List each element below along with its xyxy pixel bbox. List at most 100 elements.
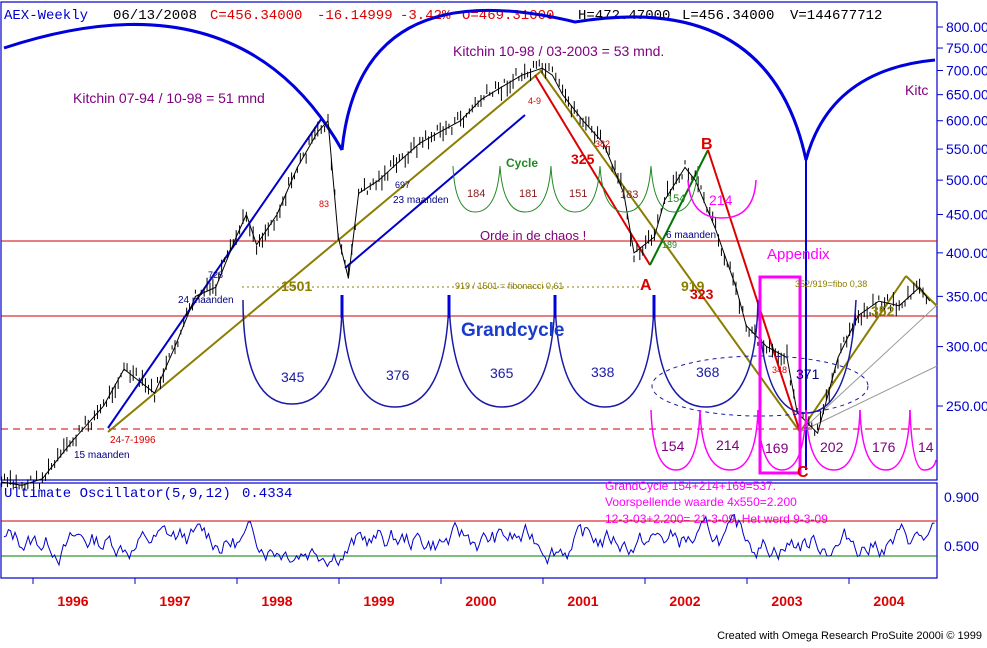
point-b-label: B xyxy=(701,136,713,153)
trendline-olive-3 xyxy=(799,275,907,433)
x-tick-label: 2002 xyxy=(669,593,700,609)
y-tick-label: 400.00 xyxy=(946,245,987,261)
x-tick-label: 1997 xyxy=(159,593,190,609)
trendline-olive-4 xyxy=(905,275,938,307)
grandcycle-markers xyxy=(340,295,656,318)
y-tick-label: 650.00 xyxy=(946,87,987,103)
fibo-038-label: 352/919=fibo 0,38 xyxy=(795,279,867,289)
grandcycle-dashed-ellipse xyxy=(651,355,869,417)
blue-cycle-label: 368 xyxy=(696,364,720,380)
magenta-cycle-label: 169 xyxy=(765,440,789,456)
magenta-arc xyxy=(699,409,759,471)
trendline-blue-2 xyxy=(344,114,526,269)
y-tick-label: 350.00 xyxy=(946,288,987,304)
label-date-1996: 24-7-1996 xyxy=(110,435,156,446)
magenta-cycle-label: 202 xyxy=(820,439,844,455)
y-tick-label: 500.00 xyxy=(946,172,987,188)
label-15-maanden: 15 maanden xyxy=(74,450,130,461)
x-tick-label: 1998 xyxy=(261,593,292,609)
label-214-b: 214 xyxy=(709,192,733,208)
header-close: C=456.34000 xyxy=(210,8,302,24)
header-date: 06/13/2008 xyxy=(113,8,197,24)
header-volume: V=144677712 xyxy=(790,8,882,24)
grandcycle-note-2: Voorspellende waarde 4x550=2.200 xyxy=(605,495,797,509)
label-323: 323 xyxy=(690,286,714,302)
label-1501: 1501 xyxy=(281,278,312,294)
grandcycle-note-3: 12-3-03+2.200= 21-3-09. Het werd 9-3-09 xyxy=(605,512,828,526)
oscillator-value: 0.4334 xyxy=(242,486,292,502)
green-cycle-label: 184 xyxy=(467,188,485,200)
y-tick-label: 600.00 xyxy=(946,113,987,129)
label-352: 352 xyxy=(871,303,895,319)
header-low: L=456.34000 xyxy=(682,8,774,24)
oscillator-label: Ultimate Oscillator(5,9,12) xyxy=(4,486,231,502)
label-189: 189 xyxy=(662,240,677,250)
magenta-arc xyxy=(909,409,937,471)
point-c-label: C xyxy=(797,464,809,481)
annotations: Kitchin 07-94 / 10-98 = 51 mnd Kitchin 1… xyxy=(73,43,928,526)
point-a-label: A xyxy=(640,277,652,294)
grandcycle-arc-3 xyxy=(448,299,556,408)
header-symbol: AEX-Weekly xyxy=(4,8,88,24)
label-6-maanden: 6 maanden xyxy=(666,230,716,241)
kitchin-arc-1 xyxy=(3,22,344,151)
blue-cycle-label: 365 xyxy=(490,365,514,381)
green-cycle-label: 183 xyxy=(620,189,638,201)
magenta-arc xyxy=(859,409,911,471)
x-tick-label: 2001 xyxy=(567,593,598,609)
magenta-cycle-label: 154 xyxy=(661,438,685,454)
price-y-axis: 250.00 300.00 350.00 400.00 450.00 500.00 550.… xyxy=(937,19,987,414)
label-697: 697 xyxy=(395,180,410,190)
oscillator-panel-frame xyxy=(0,482,938,579)
y-tick-label: 450.00 xyxy=(946,206,987,222)
price-series xyxy=(1,59,931,496)
appendix-label: Appendix xyxy=(767,246,830,263)
blue-cycle-label: 376 xyxy=(386,367,410,383)
trendline-olive-1 xyxy=(107,71,541,433)
orde-label: Orde in de chaos ! xyxy=(480,228,586,243)
osc-tick-label: 0.500 xyxy=(944,538,979,554)
label-23-maanden: 23 maanden xyxy=(393,195,449,206)
trend-lines xyxy=(107,69,938,433)
oscillator-series xyxy=(3,513,935,568)
osc-tick-label: 0.900 xyxy=(944,489,979,505)
green-cycle-label: 154 xyxy=(667,193,685,205)
kitchin-label-2: Kitchin 10-98 / 03-2003 = 53 mnd. xyxy=(453,43,664,59)
header-open: O=469.31000 xyxy=(462,8,554,24)
cycle-label: Cycle xyxy=(506,156,538,170)
trendline-green-ab xyxy=(649,149,709,266)
x-tick-label: 2003 xyxy=(771,593,802,609)
fibonacci-label: 919 / 1501 = fibonacci 0,61 xyxy=(455,281,563,291)
y-tick-label: 750.00 xyxy=(946,40,987,56)
magenta-arc xyxy=(650,409,701,471)
green-cycle-arc xyxy=(550,165,601,213)
trendline-blue-1 xyxy=(107,117,323,429)
grandcycle-arc-1 xyxy=(242,299,343,405)
footer-credit: Created with Omega Research ProSuite 200… xyxy=(717,630,982,642)
trendline-red-bc xyxy=(707,149,801,433)
x-tick-label: 2000 xyxy=(465,593,496,609)
header-change: -16.14999 xyxy=(317,8,393,24)
x-tick-label: 1996 xyxy=(57,593,88,609)
label-325: 325 xyxy=(571,151,595,167)
green-cycle-label: 181 xyxy=(519,188,537,200)
green-cycle-label: 151 xyxy=(569,188,587,200)
blue-cycle-label: 338 xyxy=(591,364,615,380)
kitchin-label-3: Kitc xyxy=(905,82,928,98)
kitchin-arc-2 xyxy=(340,8,808,161)
grandcycle-arc-5 xyxy=(653,299,759,408)
kitchin-arc-3 xyxy=(804,58,936,161)
label-728: 728 xyxy=(208,270,223,280)
label-83: 83 xyxy=(319,199,329,209)
y-tick-label: 250.00 xyxy=(946,398,987,414)
appendix-box xyxy=(758,275,802,475)
grandcycle-arc-4 xyxy=(554,299,655,408)
blue-cycle-labels: 345 376 365 338 368 xyxy=(281,364,720,385)
green-cycle-arc xyxy=(452,165,501,213)
price-line xyxy=(1,67,931,486)
x-tick-label: 2004 xyxy=(873,593,904,609)
magenta-cycle-label: 214 xyxy=(716,437,740,453)
magenta-cycle-label: 14 xyxy=(918,439,934,455)
